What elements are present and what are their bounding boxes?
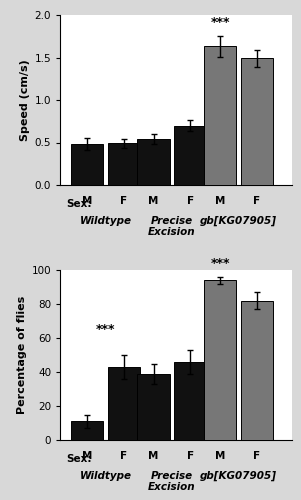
Text: M: M <box>215 451 225 461</box>
Text: M: M <box>148 196 159 206</box>
Text: ***: *** <box>210 16 230 30</box>
Text: F: F <box>253 196 260 206</box>
Text: F: F <box>187 196 194 206</box>
Text: Precise
Excision: Precise Excision <box>148 216 196 237</box>
Bar <box>138 374 170 440</box>
Bar <box>108 144 140 185</box>
Bar <box>240 58 273 185</box>
Bar <box>138 139 170 185</box>
Text: ***: *** <box>210 257 230 270</box>
Text: M: M <box>82 451 92 461</box>
Text: M: M <box>215 196 225 206</box>
Text: M: M <box>148 451 159 461</box>
Text: ***: *** <box>96 324 115 336</box>
Y-axis label: Speed (cm/s): Speed (cm/s) <box>20 59 30 141</box>
Text: F: F <box>187 451 194 461</box>
Text: F: F <box>120 196 128 206</box>
Bar <box>204 46 236 185</box>
Bar <box>204 280 236 440</box>
Text: M: M <box>82 196 92 206</box>
Text: gb[KG07905]: gb[KG07905] <box>200 216 277 226</box>
Text: Sex:: Sex: <box>67 200 92 209</box>
Text: gb[KG07905]: gb[KG07905] <box>200 470 277 481</box>
Text: F: F <box>120 451 128 461</box>
Bar <box>108 367 140 440</box>
Text: Precise
Excision: Precise Excision <box>148 470 196 492</box>
Text: Sex:: Sex: <box>67 454 92 464</box>
Bar <box>71 144 104 185</box>
Text: F: F <box>253 451 260 461</box>
Text: Wildtype: Wildtype <box>79 470 132 480</box>
Bar <box>174 126 206 185</box>
Bar <box>174 362 206 440</box>
Y-axis label: Percentage of flies: Percentage of flies <box>17 296 27 414</box>
Bar <box>71 422 104 440</box>
Text: Wildtype: Wildtype <box>79 216 132 226</box>
Bar <box>240 300 273 440</box>
